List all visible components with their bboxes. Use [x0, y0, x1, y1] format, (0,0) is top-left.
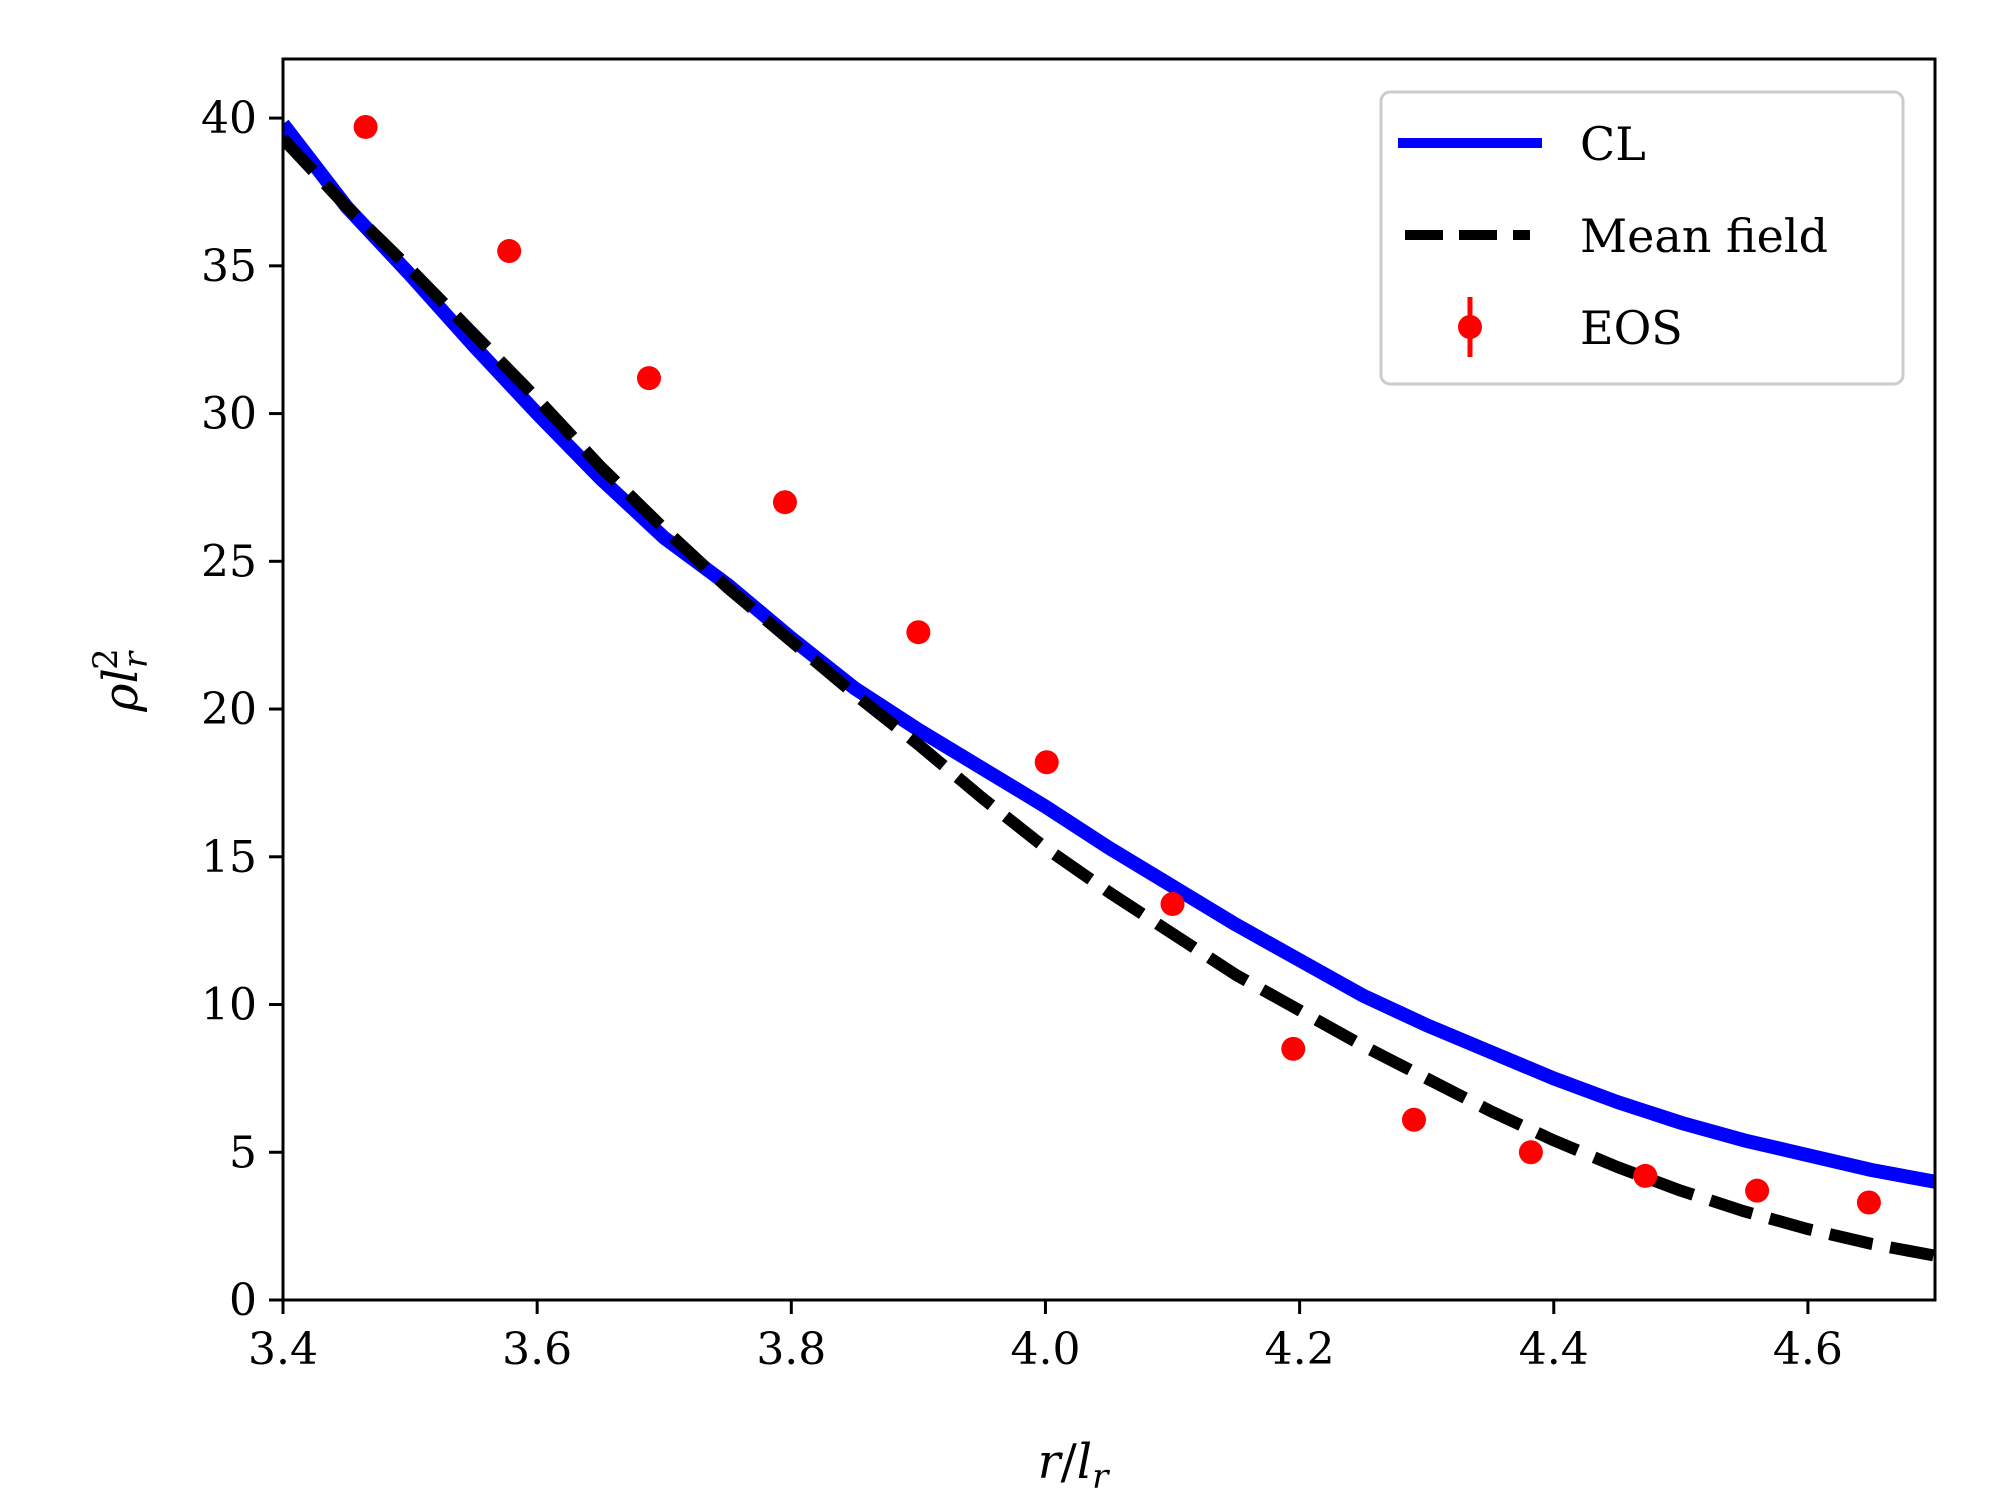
x-axis-label-slash: / [1061, 1434, 1078, 1490]
y-tick-label: 25 [201, 536, 257, 587]
x-tick-label: 3.4 [248, 1324, 318, 1375]
y-axis-label-l: l [93, 668, 149, 683]
ticks-layer: 3.4 3.6 3.8 4.0 4.2 4.4 4.6 0 5 10 15 20 25 30 35 40 [201, 93, 1843, 1375]
data-point-eos [1401, 1107, 1426, 1132]
legend-label-cl: CL [1580, 117, 1646, 171]
legend: CL Mean field EOS [1379, 90, 1905, 386]
legend-label-eos: EOS [1580, 301, 1683, 355]
x-tick-label: 4.4 [1519, 1324, 1589, 1375]
y-tick-label: 10 [201, 980, 257, 1031]
x-axis-label-l: l [1077, 1434, 1092, 1490]
y-tick-label: 0 [229, 1275, 257, 1326]
x-tick-label: 4.6 [1773, 1324, 1843, 1375]
y-tick-label: 5 [229, 1127, 257, 1178]
y-tick-label: 15 [201, 832, 257, 883]
x-tick-label: 4.2 [1265, 1324, 1335, 1375]
data-point-eos [906, 620, 931, 645]
legend-swatch-eos-marker [1458, 315, 1482, 339]
data-point-eos [1856, 1190, 1881, 1215]
data-point-eos [1745, 1178, 1770, 1203]
series-layer [283, 114, 1935, 1262]
x-tick-label: 3.8 [756, 1324, 826, 1375]
y-axis-label-rho: ρ [93, 684, 149, 713]
data-point-eos [636, 366, 661, 391]
y-axis-label-group: ρlr2 [86, 648, 156, 712]
data-point-eos [1518, 1140, 1543, 1165]
series-line-cl [283, 119, 1935, 1189]
series-line-mean-field [283, 134, 1935, 1262]
data-point-eos [497, 239, 522, 264]
y-axis-label-sub: r [116, 650, 156, 668]
plot-frame [281, 57, 1937, 1302]
x-axis-label-sub: r [1092, 1457, 1110, 1497]
data-point-eos [1281, 1036, 1306, 1061]
y-tick-label: 40 [201, 93, 257, 144]
data-point-eos [353, 114, 378, 139]
y-axis-label-sup: 2 [86, 648, 126, 670]
x-axis-label: r/lr [1038, 1434, 1110, 1497]
data-point-eos [1633, 1163, 1658, 1188]
x-tick-label: 4.0 [1010, 1324, 1080, 1375]
y-tick-label: 30 [201, 389, 257, 440]
y-axis-label: ρlr2 [86, 648, 156, 712]
x-tick-label: 3.6 [502, 1324, 572, 1375]
data-point-eos [1034, 750, 1059, 775]
y-tick-label: 35 [201, 241, 257, 292]
y-tick-label: 20 [201, 684, 257, 735]
legend-box [1379, 90, 1905, 386]
legend-label-mean-field: Mean field [1580, 209, 1828, 263]
data-point-eos [772, 490, 797, 515]
data-point-eos [1160, 892, 1185, 917]
x-axis-label-r: r [1038, 1434, 1064, 1490]
